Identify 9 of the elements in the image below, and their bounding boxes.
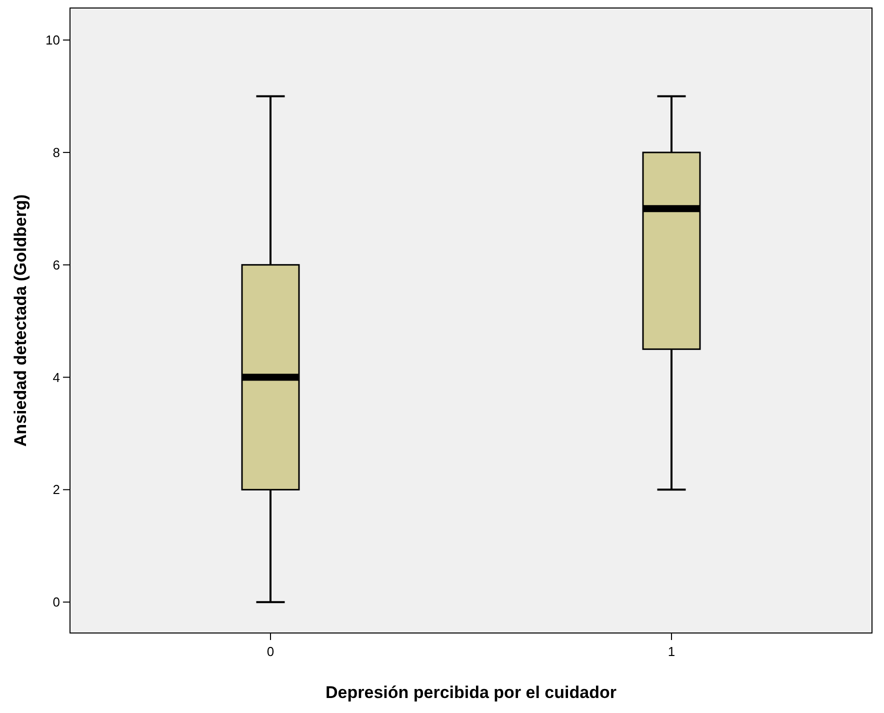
y-axis-title: Ansiedad detectada (Goldberg) <box>11 194 30 447</box>
y-tick-label: 2 <box>52 482 60 498</box>
y-tick-label: 10 <box>46 32 60 48</box>
y-tick-label: 6 <box>52 257 60 272</box>
y-tick-label: 0 <box>52 594 60 610</box>
x-tick-label: 1 <box>668 644 676 659</box>
y-tick-label: 4 <box>52 370 60 385</box>
x-axis-title: Depresión percibida por el cuidador <box>326 683 617 702</box>
y-tick-label: 8 <box>52 144 60 160</box>
